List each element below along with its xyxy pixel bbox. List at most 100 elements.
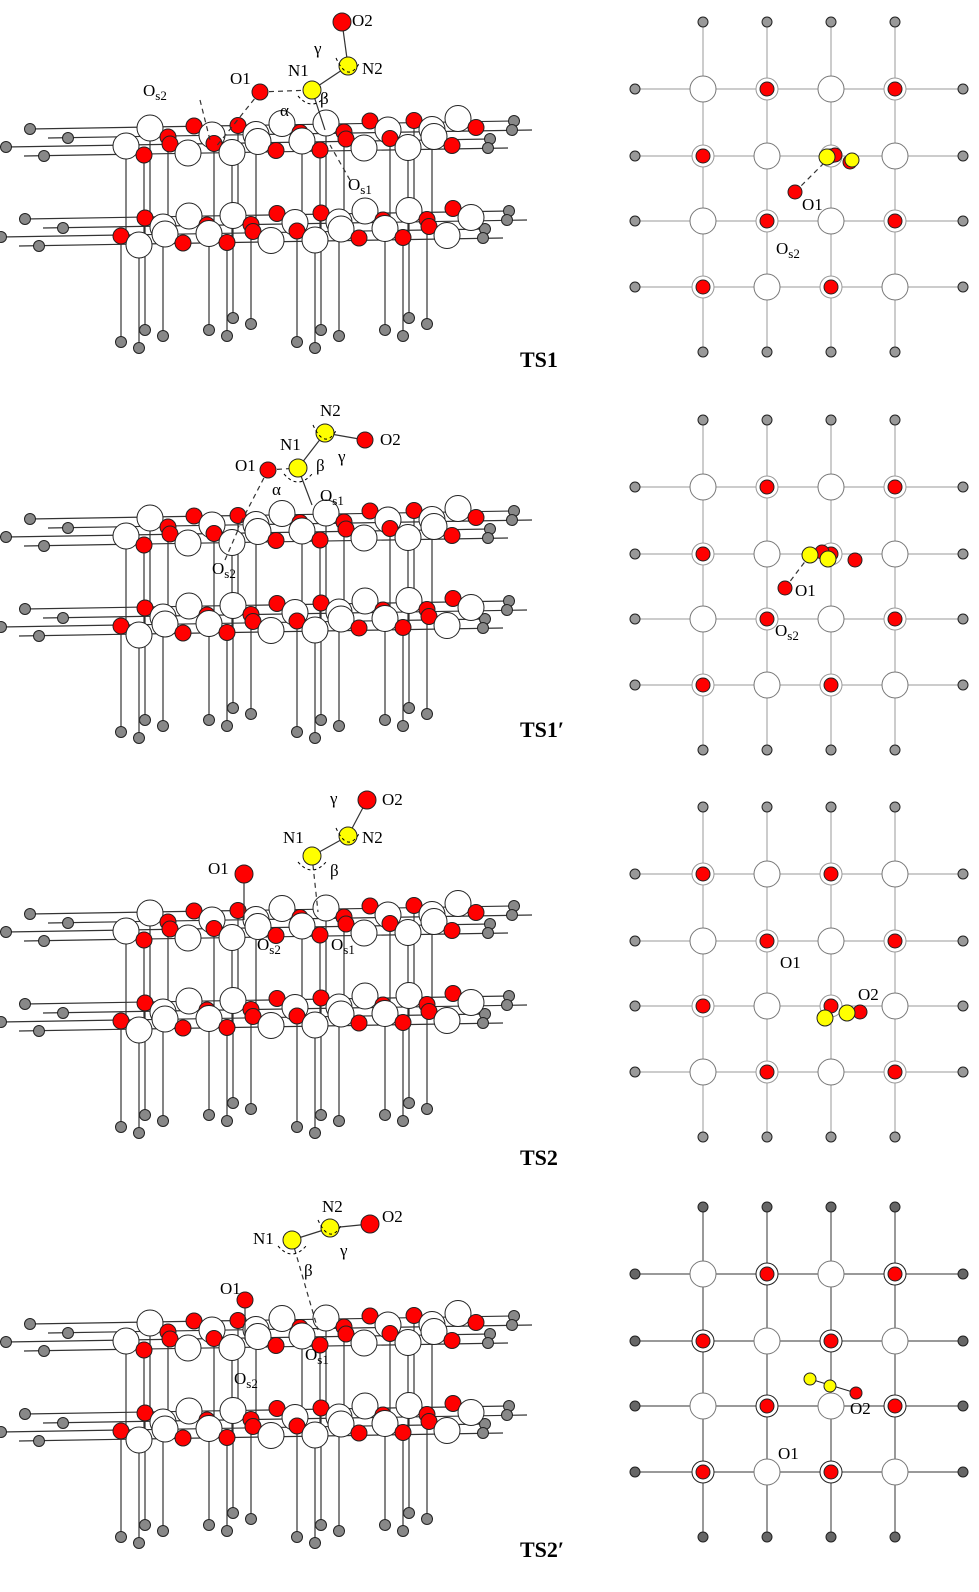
bottom-atom <box>158 721 169 732</box>
atom-label-main: β <box>316 456 325 475</box>
atom-label-sub: s2 <box>269 942 281 957</box>
oxygen-atom <box>395 1425 411 1441</box>
atom-label-main: O1 <box>230 69 251 88</box>
oxygen-atom <box>175 1020 191 1036</box>
edge-atom <box>958 84 968 94</box>
atom-label-main: O <box>143 81 155 100</box>
bottom-atom <box>116 727 127 738</box>
atom-label-sub: s2 <box>155 88 167 103</box>
edge-atom <box>34 1436 45 1447</box>
edge-atom <box>958 614 968 624</box>
bottom-atom <box>422 709 433 720</box>
bottom-atom <box>246 709 257 720</box>
metal-atom <box>258 1013 284 1039</box>
bottom-atom <box>158 1526 169 1537</box>
metal-atom <box>245 1324 271 1350</box>
metal-atom <box>351 920 377 946</box>
metal-atom <box>396 588 422 614</box>
metal-atom <box>445 1301 471 1327</box>
edge-atom <box>58 1008 69 1019</box>
metal-atom <box>882 672 908 698</box>
atom-label-sub: s1 <box>332 493 344 508</box>
o1-atom <box>252 84 268 100</box>
edge-atom <box>958 1269 968 1279</box>
n2-atom <box>820 551 836 567</box>
edge-atom <box>20 214 31 225</box>
atom-label-main: O <box>331 935 343 954</box>
edge-atom <box>0 1427 7 1438</box>
metal-atom <box>176 203 202 229</box>
metal-atom <box>434 613 460 639</box>
bottom-atom <box>134 343 145 354</box>
oxygen-atom <box>136 1342 152 1358</box>
metal-atom <box>395 1330 421 1356</box>
edge-atom <box>698 1532 708 1542</box>
atom-label-sub: s2 <box>787 628 799 643</box>
bottom-atom <box>316 1520 327 1531</box>
oxygen-atom <box>760 82 774 96</box>
metal-atom <box>176 988 202 1014</box>
metal-atom <box>113 918 139 944</box>
atom-label-main: O2 <box>850 1399 871 1418</box>
oxygen-atom <box>175 1430 191 1446</box>
metal-atom <box>372 216 398 242</box>
atom-label-main: O <box>348 175 360 194</box>
edge-atom <box>0 622 7 633</box>
oxygen-atom <box>760 1065 774 1079</box>
metal-atom <box>219 1335 245 1361</box>
atom-label-main: N2 <box>362 59 383 78</box>
metal-atom <box>458 990 484 1016</box>
bottom-atom <box>334 1116 345 1127</box>
oxygen-atom <box>444 923 460 939</box>
atom-label-main: O1 <box>780 953 801 972</box>
atom-label-main: O2 <box>352 11 373 30</box>
atom-label-main: γ <box>329 789 338 808</box>
atom-label-main: α <box>280 101 289 120</box>
bond <box>1 619 485 627</box>
edge-atom <box>63 1328 74 1339</box>
metal-atom <box>220 593 246 619</box>
oxygen-atom <box>888 1267 902 1281</box>
oxygen-atom <box>395 620 411 636</box>
panel-label: TS1′ <box>520 717 564 742</box>
metal-atom <box>126 232 152 258</box>
edge-atom <box>762 17 772 27</box>
edge-atom <box>483 928 494 939</box>
bottom-atom <box>222 721 233 732</box>
metal-atom <box>882 861 908 887</box>
n1-atom <box>804 1373 816 1385</box>
bottom-atom <box>422 319 433 330</box>
oxygen-atom <box>268 1338 284 1354</box>
bottom-atom <box>204 1110 215 1121</box>
atom-label: O1 <box>802 195 823 214</box>
bottom-atom <box>222 331 233 342</box>
metal-atom <box>175 1335 201 1361</box>
oxygen-atom <box>760 1267 774 1281</box>
bond <box>25 211 509 219</box>
atom-label-sub: s1 <box>360 182 372 197</box>
atom-label-main: O <box>320 486 332 505</box>
edge-atom <box>630 216 640 226</box>
oxygen-atom <box>219 235 235 251</box>
oxygen-atom <box>824 280 838 294</box>
atom-label: β <box>316 456 325 475</box>
atom-label: N2 <box>362 828 383 847</box>
atom-label: γ <box>339 1241 348 1260</box>
atom-label: α <box>272 480 281 499</box>
metal-atom <box>445 496 471 522</box>
metal-atom <box>882 993 908 1019</box>
metal-atom <box>352 983 378 1009</box>
bottom-atom <box>228 703 239 714</box>
bottom-atom <box>310 1538 321 1549</box>
bond <box>25 1406 509 1414</box>
bottom-atom <box>404 1098 415 1109</box>
atom-label-sub: s2 <box>224 566 236 581</box>
atom-label-main: β <box>330 861 339 880</box>
oxygen-atom <box>696 999 710 1013</box>
edge-atom <box>762 1532 772 1542</box>
bottom-atom <box>116 1532 127 1543</box>
metal-atom <box>152 1416 178 1442</box>
metal-atom <box>818 606 844 632</box>
edge-atom <box>630 1067 640 1077</box>
oxygen-atom <box>760 1399 774 1413</box>
